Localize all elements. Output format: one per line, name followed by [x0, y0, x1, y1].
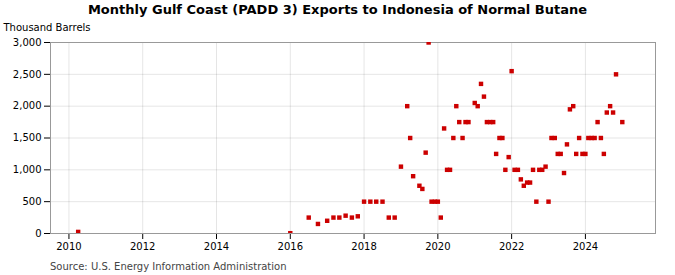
svg-text:2010: 2010: [56, 241, 81, 252]
svg-text:2020: 2020: [425, 241, 450, 252]
html-text:Monthly Gulf Coast (PADD 3) Ex: Monthly Gulf Coast (PADD 3) Exports to I…: [87, 2, 587, 17]
svg-text:3,000: 3,000: [13, 37, 42, 48]
svg-text:1,000: 1,000: [13, 164, 42, 175]
svg-text:2012: 2012: [130, 241, 155, 252]
svg-text:0: 0: [35, 228, 41, 239]
svg-text:2,000: 2,000: [13, 100, 42, 111]
svg-text:2024: 2024: [573, 241, 598, 252]
html-text:Source: U.S. Energy Informatio: Source: U.S. Energy Information Administ…: [50, 261, 287, 272]
svg-text:2018: 2018: [351, 241, 376, 252]
svg-text:1,500: 1,500: [13, 132, 42, 143]
svg-text:2014: 2014: [204, 241, 229, 252]
svg-text:500: 500: [22, 196, 41, 207]
svg-text:Thousand Barrels: Thousand Barrels: [3, 22, 91, 33]
svg-text:2016: 2016: [278, 241, 303, 252]
svg-text:2,500: 2,500: [13, 69, 42, 80]
svg-text:2022: 2022: [499, 241, 524, 252]
